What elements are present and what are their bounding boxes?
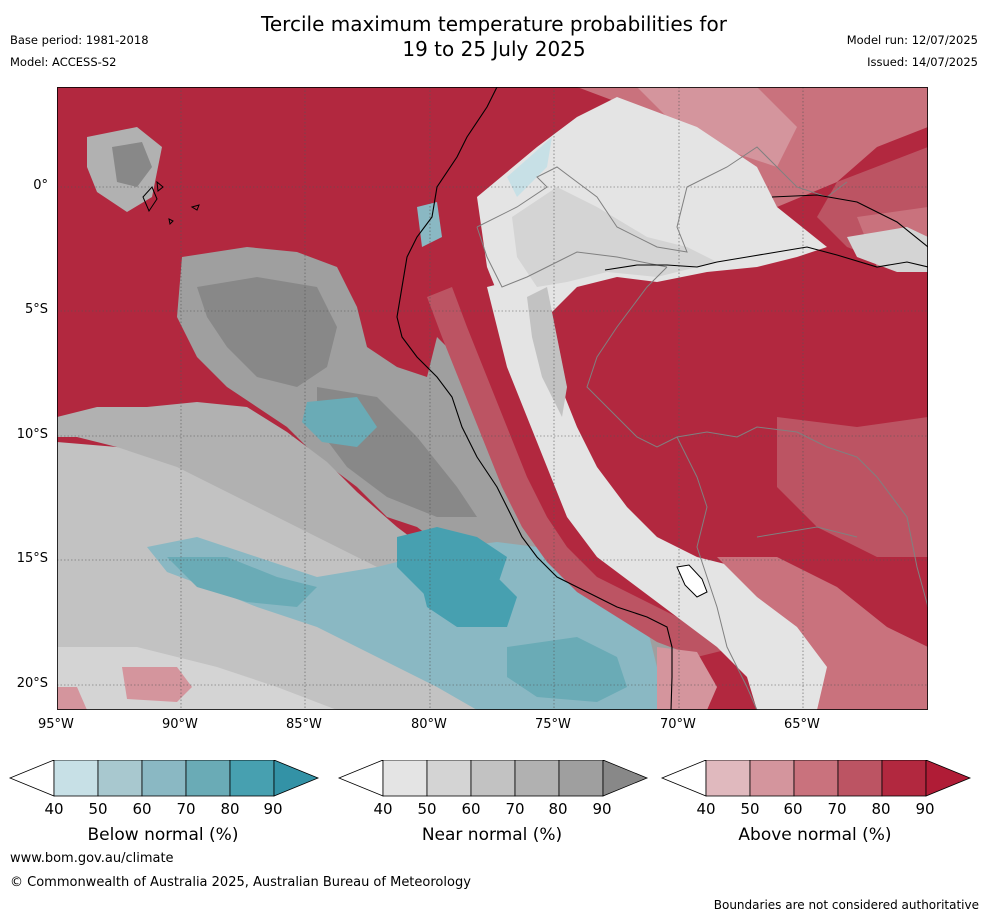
colorbar-near-segment <box>426 760 472 797</box>
y-tick-label: 15°S <box>16 551 48 566</box>
chart-title: Tercile maximum temperature probabilitie… <box>0 12 988 62</box>
below-normal-zone <box>507 137 552 197</box>
country-borders <box>476 146 928 710</box>
colorbar-below-max-extension <box>273 760 320 797</box>
copyright-text: © Commonwealth of Australia 2025, Austra… <box>10 875 471 890</box>
colorbar-tick: 70 <box>827 800 847 818</box>
colorbar-below-segment <box>185 760 231 797</box>
y-tick-label: 20°S <box>16 676 48 691</box>
colorbar-tick: 50 <box>740 800 760 818</box>
colorbar-labels: 40 50 60 70 80 90 Below normal (%) 40 50… <box>0 800 988 860</box>
below-normal-zone <box>417 202 442 247</box>
x-tick-label: 95°W <box>38 717 74 732</box>
base-period-text: Base period: 1981-2018 <box>10 33 149 47</box>
model-run-text: Model run: 12/07/2025 <box>846 33 978 47</box>
colorbar-near-min-extension <box>337 760 384 797</box>
title-line-1: Tercile maximum temperature probabilitie… <box>261 12 727 36</box>
model-text: Model: ACCESS-S2 <box>10 55 117 69</box>
colorbar-tick: 90 <box>263 800 283 818</box>
lake-titicaca <box>676 564 708 598</box>
colorbar-tick: 40 <box>373 800 393 818</box>
probability-map <box>57 87 928 710</box>
disclaimer-text: Boundaries are not considered authoritat… <box>713 898 979 912</box>
colorbar-above-segment <box>749 760 795 797</box>
colorbar-below-segment <box>141 760 187 797</box>
colorbar-above-segment <box>705 760 751 797</box>
colorbar-tick: 60 <box>132 800 152 818</box>
y-tick-label: 0° <box>33 178 48 193</box>
colorbar-above-min-extension <box>660 760 707 797</box>
colorbar-tick: 40 <box>696 800 716 818</box>
colorbar-label-below: Below normal (%) <box>87 825 239 845</box>
x-tick-label: 65°W <box>784 717 820 732</box>
near-normal-zone <box>197 277 337 387</box>
x-tick-label: 75°W <box>535 717 571 732</box>
colorbar-below-segment <box>229 760 275 797</box>
colorbar-near-segment <box>558 760 604 797</box>
galapagos-islands <box>142 180 200 226</box>
colorbar-tick: 90 <box>592 800 612 818</box>
above-normal-zone <box>427 287 737 657</box>
colorbar-tick: 50 <box>417 800 437 818</box>
x-tick-label: 80°W <box>411 717 447 732</box>
near-normal-zone <box>487 277 837 710</box>
colorbar-tick: 80 <box>871 800 891 818</box>
colorbar-label-near: Near normal (%) <box>421 825 563 845</box>
website-link[interactable]: www.bom.gov.au/climate <box>10 851 174 866</box>
x-tick-label: 70°W <box>660 717 696 732</box>
x-tick-label: 90°W <box>162 717 198 732</box>
below-normal-zone <box>417 567 517 627</box>
below-normal-zone <box>167 557 317 607</box>
colorbar-tick: 70 <box>176 800 196 818</box>
near-normal-zone <box>847 227 928 272</box>
metadata-right: Model run: 12/07/2025 Issued: 14/07/2025 <box>847 29 978 73</box>
above-normal-zone <box>122 667 192 702</box>
above-normal-zone <box>57 687 87 710</box>
below-normal-zone <box>302 397 377 447</box>
title-line-2: 19 to 25 July 2025 <box>402 37 586 61</box>
colorbar-near-segment <box>514 760 560 797</box>
near-normal-zone <box>527 287 567 417</box>
colorbar-near-segment <box>470 760 516 797</box>
colorbar-above-segment <box>881 760 927 797</box>
above-normal-zone <box>777 417 928 557</box>
y-tick-label: 10°S <box>16 427 48 442</box>
colorbar-label-above: Above normal (%) <box>738 825 892 845</box>
issued-text: Issued: 14/07/2025 <box>867 55 978 69</box>
near-normal-zone <box>112 142 152 187</box>
metadata-left: Base period: 1981-2018 Model: ACCESS-S2 <box>10 29 149 73</box>
colorbar-tick: 80 <box>548 800 568 818</box>
colorbar-tick: 70 <box>505 800 525 818</box>
colorbar-tick: 90 <box>915 800 935 818</box>
colorbar-above-max-extension <box>925 760 972 797</box>
colorbar-tick: 50 <box>88 800 108 818</box>
map-frame <box>57 87 928 710</box>
near-normal-zone <box>477 97 827 347</box>
near-normal-zone <box>512 187 717 287</box>
colorbar-below-segment <box>97 760 143 797</box>
colorbar-below-segment <box>53 760 99 797</box>
colorbar-tick: 40 <box>44 800 64 818</box>
x-tick-label: 85°W <box>286 717 322 732</box>
below-normal-zone <box>507 637 627 702</box>
colorbar-tick: 60 <box>461 800 481 818</box>
colorbar-near-segment <box>382 760 428 797</box>
colorbar-above-segment <box>793 760 839 797</box>
graticule <box>57 87 928 710</box>
colorbar-near-max-extension <box>602 760 649 797</box>
colorbar-tick: 60 <box>783 800 803 818</box>
colorbar-below-min-extension <box>8 760 55 797</box>
colorbar-tick: 80 <box>220 800 240 818</box>
colorbar-above-segment <box>837 760 883 797</box>
y-tick-label: 5°S <box>24 302 48 317</box>
above-normal-zone <box>717 557 928 710</box>
colorbar-graphics <box>8 760 972 797</box>
coastline <box>396 87 928 710</box>
